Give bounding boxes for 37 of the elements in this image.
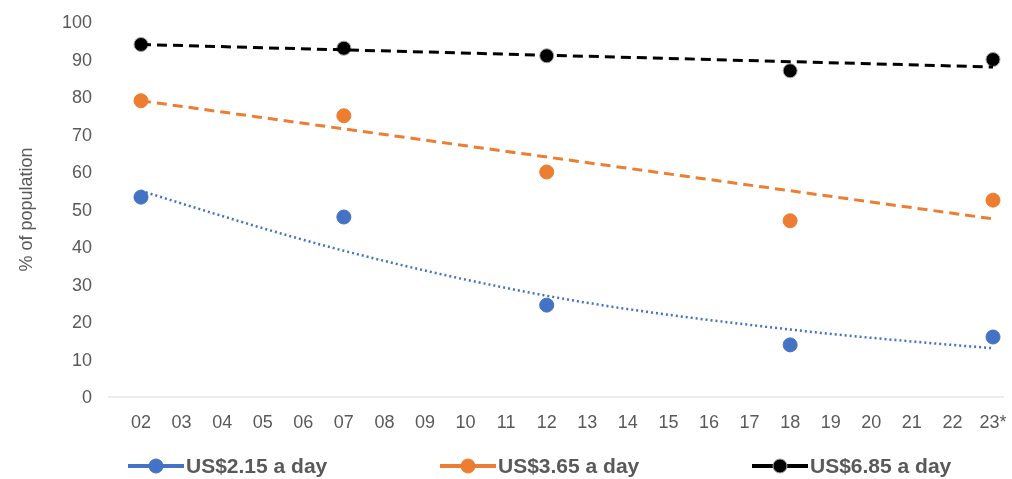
x-tick-label: 06 bbox=[293, 412, 314, 432]
y-tick-label: 100 bbox=[61, 12, 92, 33]
y-tick-label: 10 bbox=[71, 349, 92, 370]
y-axis-title: % of population bbox=[16, 147, 36, 272]
y-tick-label: 60 bbox=[71, 162, 92, 183]
x-tick-label: 04 bbox=[212, 412, 233, 432]
x-tick-label: 10 bbox=[455, 412, 476, 432]
y-tick-label: 90 bbox=[71, 49, 92, 70]
y-tick-label: 30 bbox=[71, 274, 92, 295]
x-tick-label: 16 bbox=[698, 412, 720, 432]
y-tick-label: 0 bbox=[81, 387, 92, 408]
y-tick-label: 20 bbox=[71, 312, 92, 333]
x-tick-label: 08 bbox=[374, 412, 395, 432]
y-tick-label: 40 bbox=[71, 237, 92, 258]
legend-label: US$2.15 a day bbox=[186, 454, 328, 478]
x-tick-label: 19 bbox=[820, 412, 841, 432]
x-tick-label: 18 bbox=[780, 412, 801, 432]
x-tick-label: 20 bbox=[861, 412, 882, 432]
y-tick-label: 50 bbox=[71, 199, 92, 220]
x-tick-label: 05 bbox=[252, 412, 273, 432]
x-tick-label: 09 bbox=[414, 412, 436, 432]
x-tick-label: 21 bbox=[901, 412, 922, 432]
legend-label: US$6.85 a day bbox=[810, 454, 952, 478]
x-tick-label: 12 bbox=[536, 412, 557, 432]
legend-label: US$3.65 a day bbox=[498, 454, 640, 478]
x-tick-label: 17 bbox=[739, 412, 760, 432]
x-tick-label: 13 bbox=[577, 412, 598, 432]
x-tick-label: 23* bbox=[979, 412, 1007, 432]
x-tick-label: 03 bbox=[171, 412, 192, 432]
x-tick-label: 14 bbox=[617, 412, 638, 432]
y-tick-label: 70 bbox=[71, 124, 92, 145]
x-tick-label: 11 bbox=[496, 412, 516, 432]
x-tick-label: 15 bbox=[658, 412, 679, 432]
x-tick-label: 07 bbox=[333, 412, 354, 432]
x-tick-label: 02 bbox=[130, 412, 152, 432]
x-tick-label: 22 bbox=[942, 412, 963, 432]
y-tick-label: 80 bbox=[71, 87, 92, 108]
